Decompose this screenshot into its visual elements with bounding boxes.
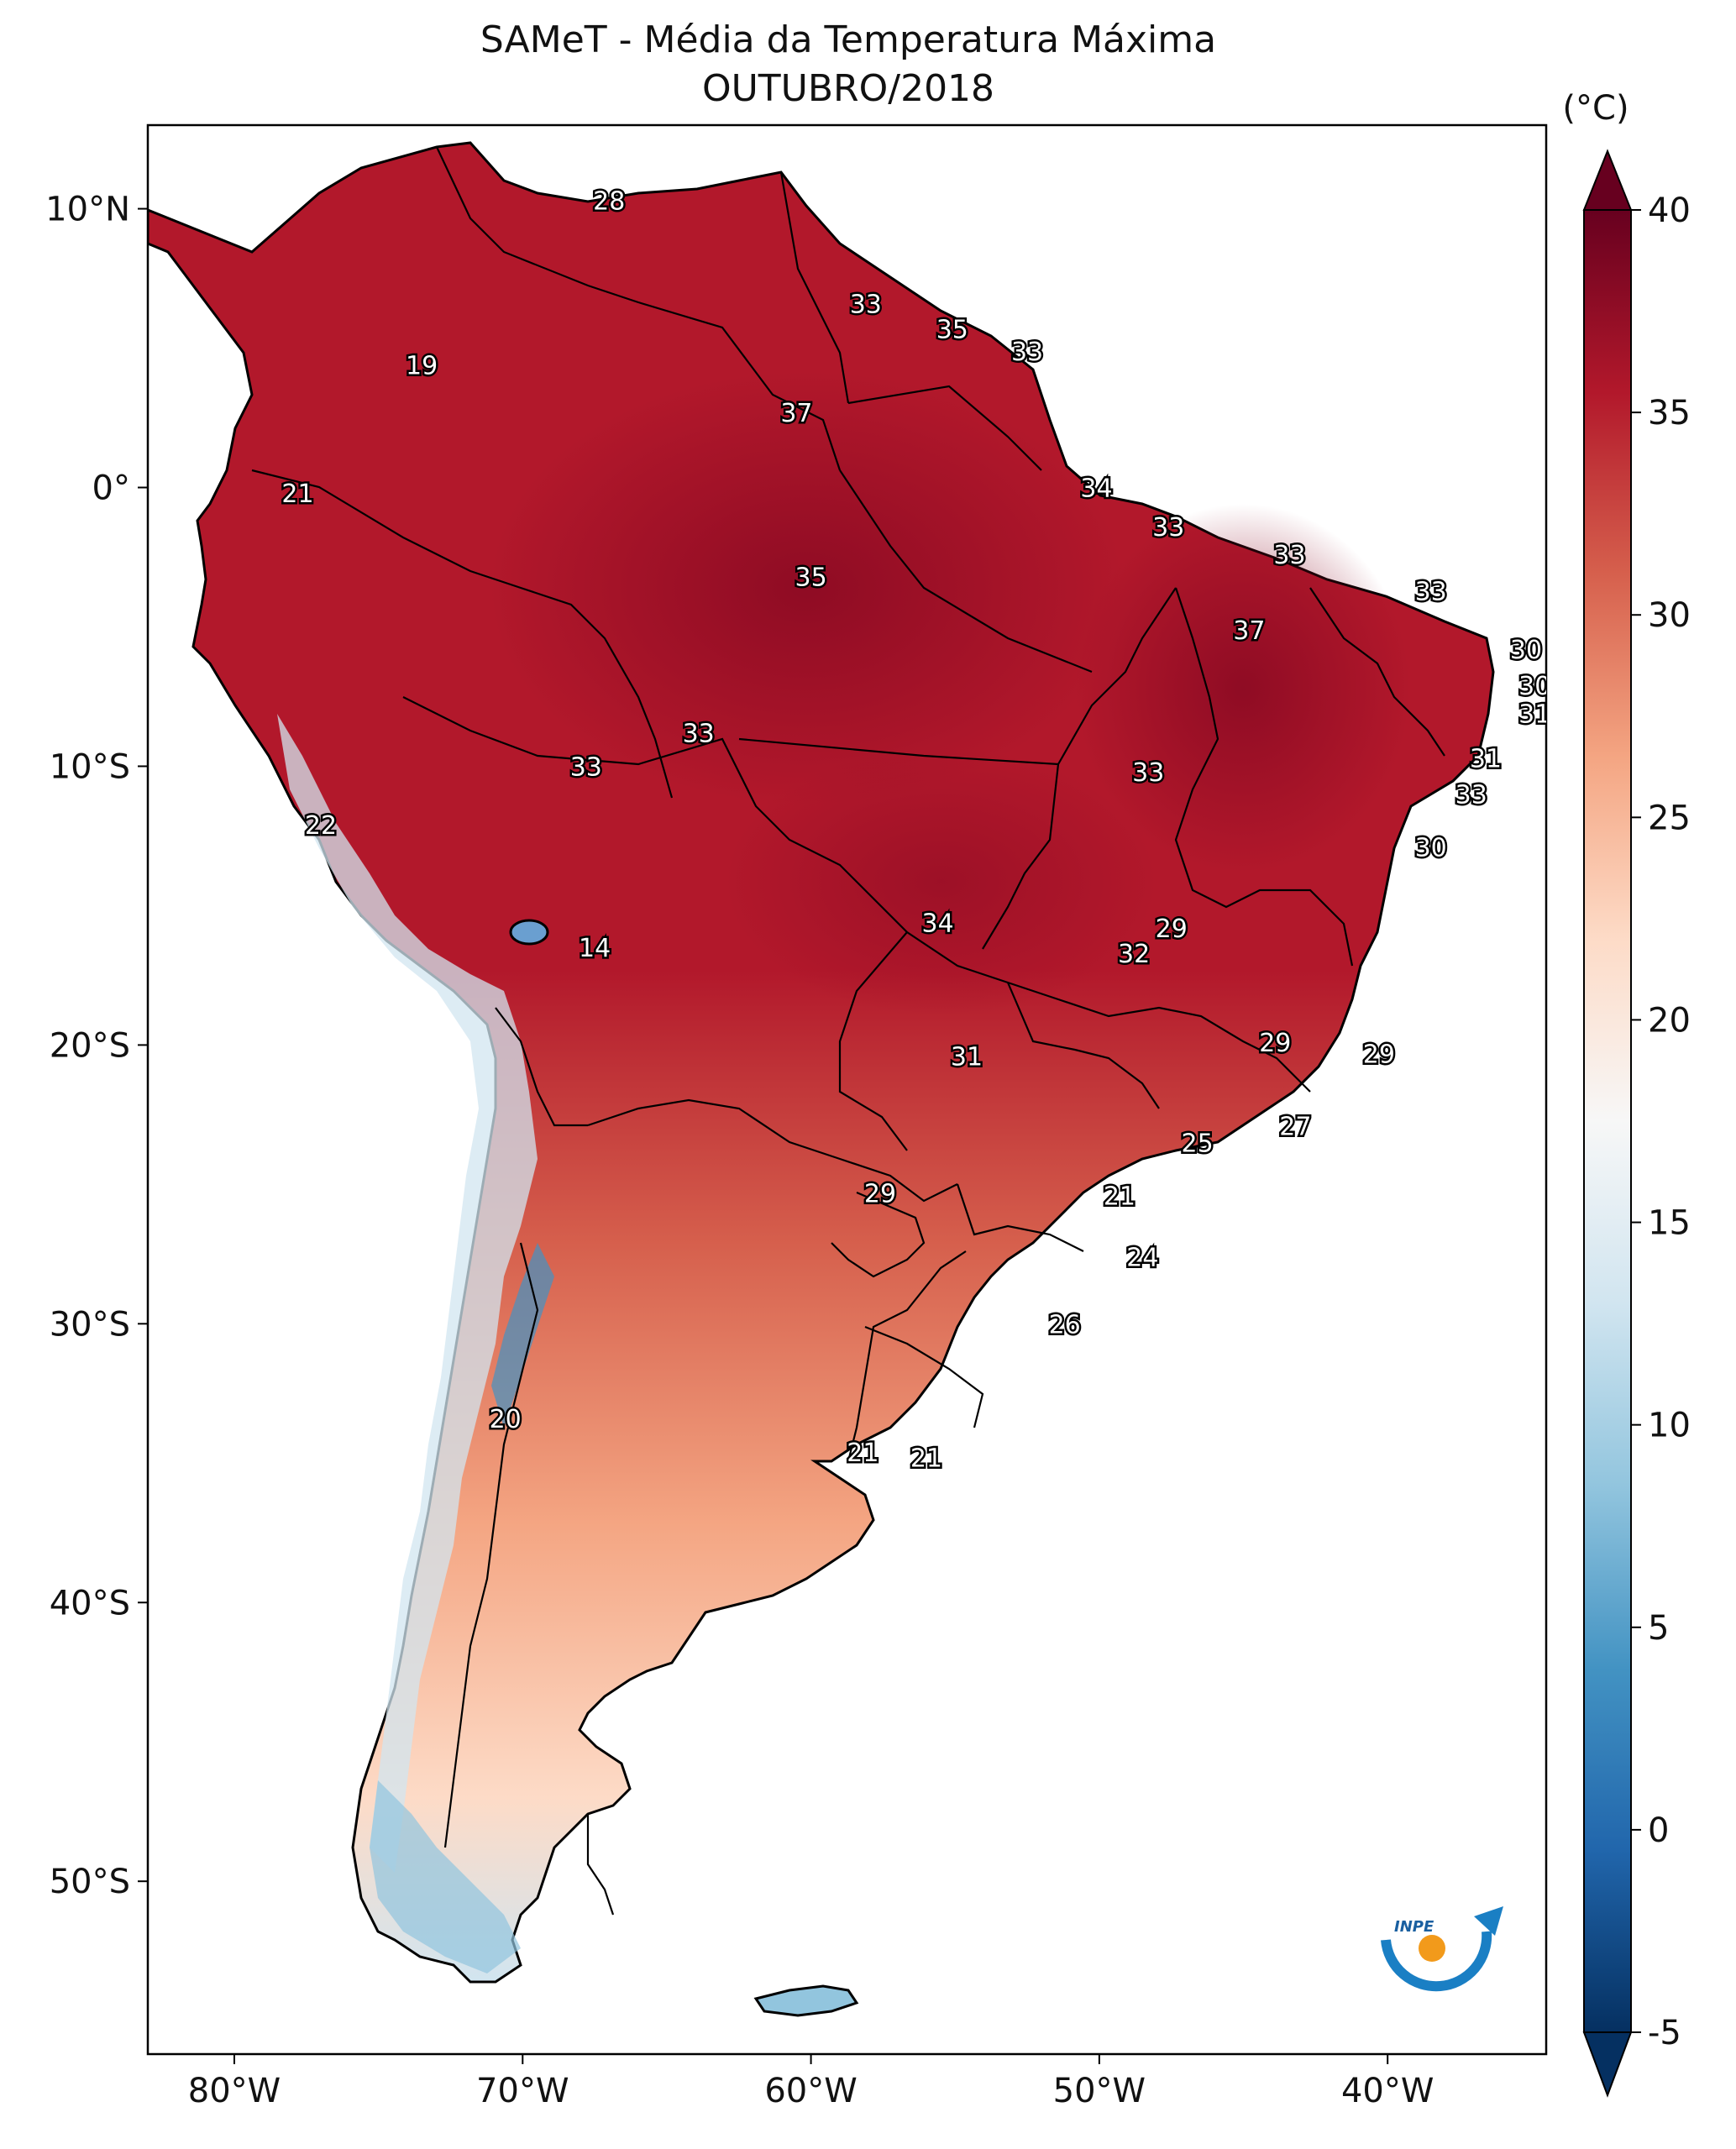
colorbar-tick-label: 0 (1648, 1811, 1669, 1850)
station-temperature-label: 33 (570, 752, 602, 782)
station-temperature-label: 30 (1510, 636, 1542, 665)
colorbar-min-extension (1582, 2031, 1633, 2098)
inpe-logo: INPE (1381, 1906, 1503, 1992)
station-temperature-label: 21 (847, 1439, 878, 1468)
station-temperature-label: 35 (936, 315, 968, 344)
station-temperature-label: 19 (406, 351, 438, 380)
lat-label: 30°S (50, 1305, 130, 1344)
station-temperature-label: 30 (1415, 834, 1447, 863)
station-temperature-label: 29 (864, 1179, 896, 1208)
station-temperature-label: 33 (1273, 541, 1305, 570)
colorbar-tick-label: 30 (1648, 596, 1691, 635)
latitude-labels: 10°N 0° 10°S 20°S 30°S 40°S 50°S (45, 191, 148, 1901)
patagonia-cold (370, 1780, 521, 1973)
map-title: SAMeT - Média da Temperatura Máxima (480, 18, 1217, 61)
lon-label: 70°W (476, 2072, 569, 2110)
lat-label: 40°S (50, 1584, 130, 1622)
station-temperature-label: 21 (281, 480, 313, 509)
station-temperature-label: 25 (1182, 1130, 1214, 1159)
lon-label: 80°W (188, 2072, 281, 2110)
station-temperature-label: 37 (780, 399, 812, 428)
station-temperature-label: 31 (951, 1043, 983, 1072)
colorbar-tick-label: 40 (1648, 191, 1691, 230)
lat-label: 20°S (50, 1026, 130, 1065)
andes-cold-core (491, 1243, 554, 1428)
station-temperature-label: 33 (683, 720, 715, 749)
lon-label: 60°W (764, 2072, 857, 2110)
lat-label: 10°S (50, 747, 130, 786)
colorbar: (°C) 40 35 30 25 20 15 10 5 0 -5 (1562, 89, 1691, 2098)
station-temperature-label: 29 (1259, 1029, 1291, 1058)
logo-arrow-icon (1474, 1906, 1503, 1936)
colorbar-tick-label: 20 (1648, 1001, 1691, 1040)
amazon-hot-zone (487, 370, 1125, 806)
station-temperature-label: 21 (1104, 1182, 1135, 1212)
colorbar-tick-label: 5 (1648, 1609, 1669, 1648)
colorbar-tick-label: 35 (1648, 394, 1691, 432)
northeast-hot-zone (1075, 504, 1411, 873)
station-temperature-label: 33 (1011, 338, 1043, 367)
station-temperature-label: 24 (1126, 1244, 1158, 1273)
station-temperature-label: 32 (1118, 940, 1150, 969)
map-subtitle: OUTUBRO/2018 (701, 67, 995, 110)
colorbar-unit: (°C) (1562, 89, 1628, 128)
colorbar-tick-label: 25 (1648, 799, 1691, 837)
station-temperature-label: 20 (490, 1405, 522, 1434)
station-temperature-label: 27 (1279, 1113, 1311, 1142)
lon-label: 40°W (1341, 2072, 1434, 2110)
station-temperature-label: 33 (1132, 758, 1164, 788)
colorbar-max-extension (1582, 149, 1633, 211)
colorbar-ticks: 40 35 30 25 20 15 10 5 0 -5 (1631, 191, 1691, 2052)
station-temperature-label: 35 (795, 563, 826, 593)
station-temperature-label: 37 (1233, 616, 1265, 646)
station-temperature-label: 33 (1455, 781, 1487, 810)
logo-arc (1381, 1931, 1492, 1992)
falkland-islands (753, 1984, 859, 2017)
lon-label: 50°W (1053, 2072, 1146, 2110)
station-temperature-label: 34 (922, 909, 954, 938)
station-temperature-label: 34 (1080, 474, 1112, 504)
station-temperature-label: 29 (1156, 915, 1188, 944)
colorbar-tick-label: 15 (1648, 1204, 1691, 1243)
logo-dot (1419, 1935, 1445, 1962)
lat-label: 50°S (50, 1863, 130, 1901)
lat-label: 0° (92, 469, 130, 508)
station-temperature-label: 31 (1470, 744, 1502, 773)
station-temperature-label: 33 (1415, 577, 1447, 606)
station-temperature-label: 33 (850, 290, 882, 319)
logo-text: INPE (1394, 1918, 1434, 1936)
station-temperature-label: 30 (1518, 672, 1550, 701)
political-borders (251, 146, 1445, 1916)
central-hot-zone (722, 747, 1159, 1016)
station-temperature-label: 21 (910, 1444, 942, 1474)
colorbar-tick-label: -5 (1648, 2014, 1681, 2052)
station-temperature-label: 26 (1049, 1310, 1081, 1339)
longitude-labels: 80°W 70°W 60°W 50°W 40°W (188, 2054, 1434, 2110)
station-temperature-label: 28 (593, 187, 625, 217)
station-temperature-label: 22 (305, 811, 337, 841)
station-temperature-label: 33 (1152, 513, 1184, 542)
lat-label: 10°N (45, 191, 130, 229)
colorbar-bar (1583, 209, 1632, 2033)
andes-cool-strip (277, 714, 538, 1873)
colorbar-tick-label: 10 (1648, 1407, 1691, 1445)
station-temperature-label: 31 (1518, 700, 1550, 729)
station-temperature-label: 29 (1363, 1040, 1395, 1069)
lake-titicaca (509, 919, 549, 946)
station-temperature-label: 14 (579, 934, 611, 963)
